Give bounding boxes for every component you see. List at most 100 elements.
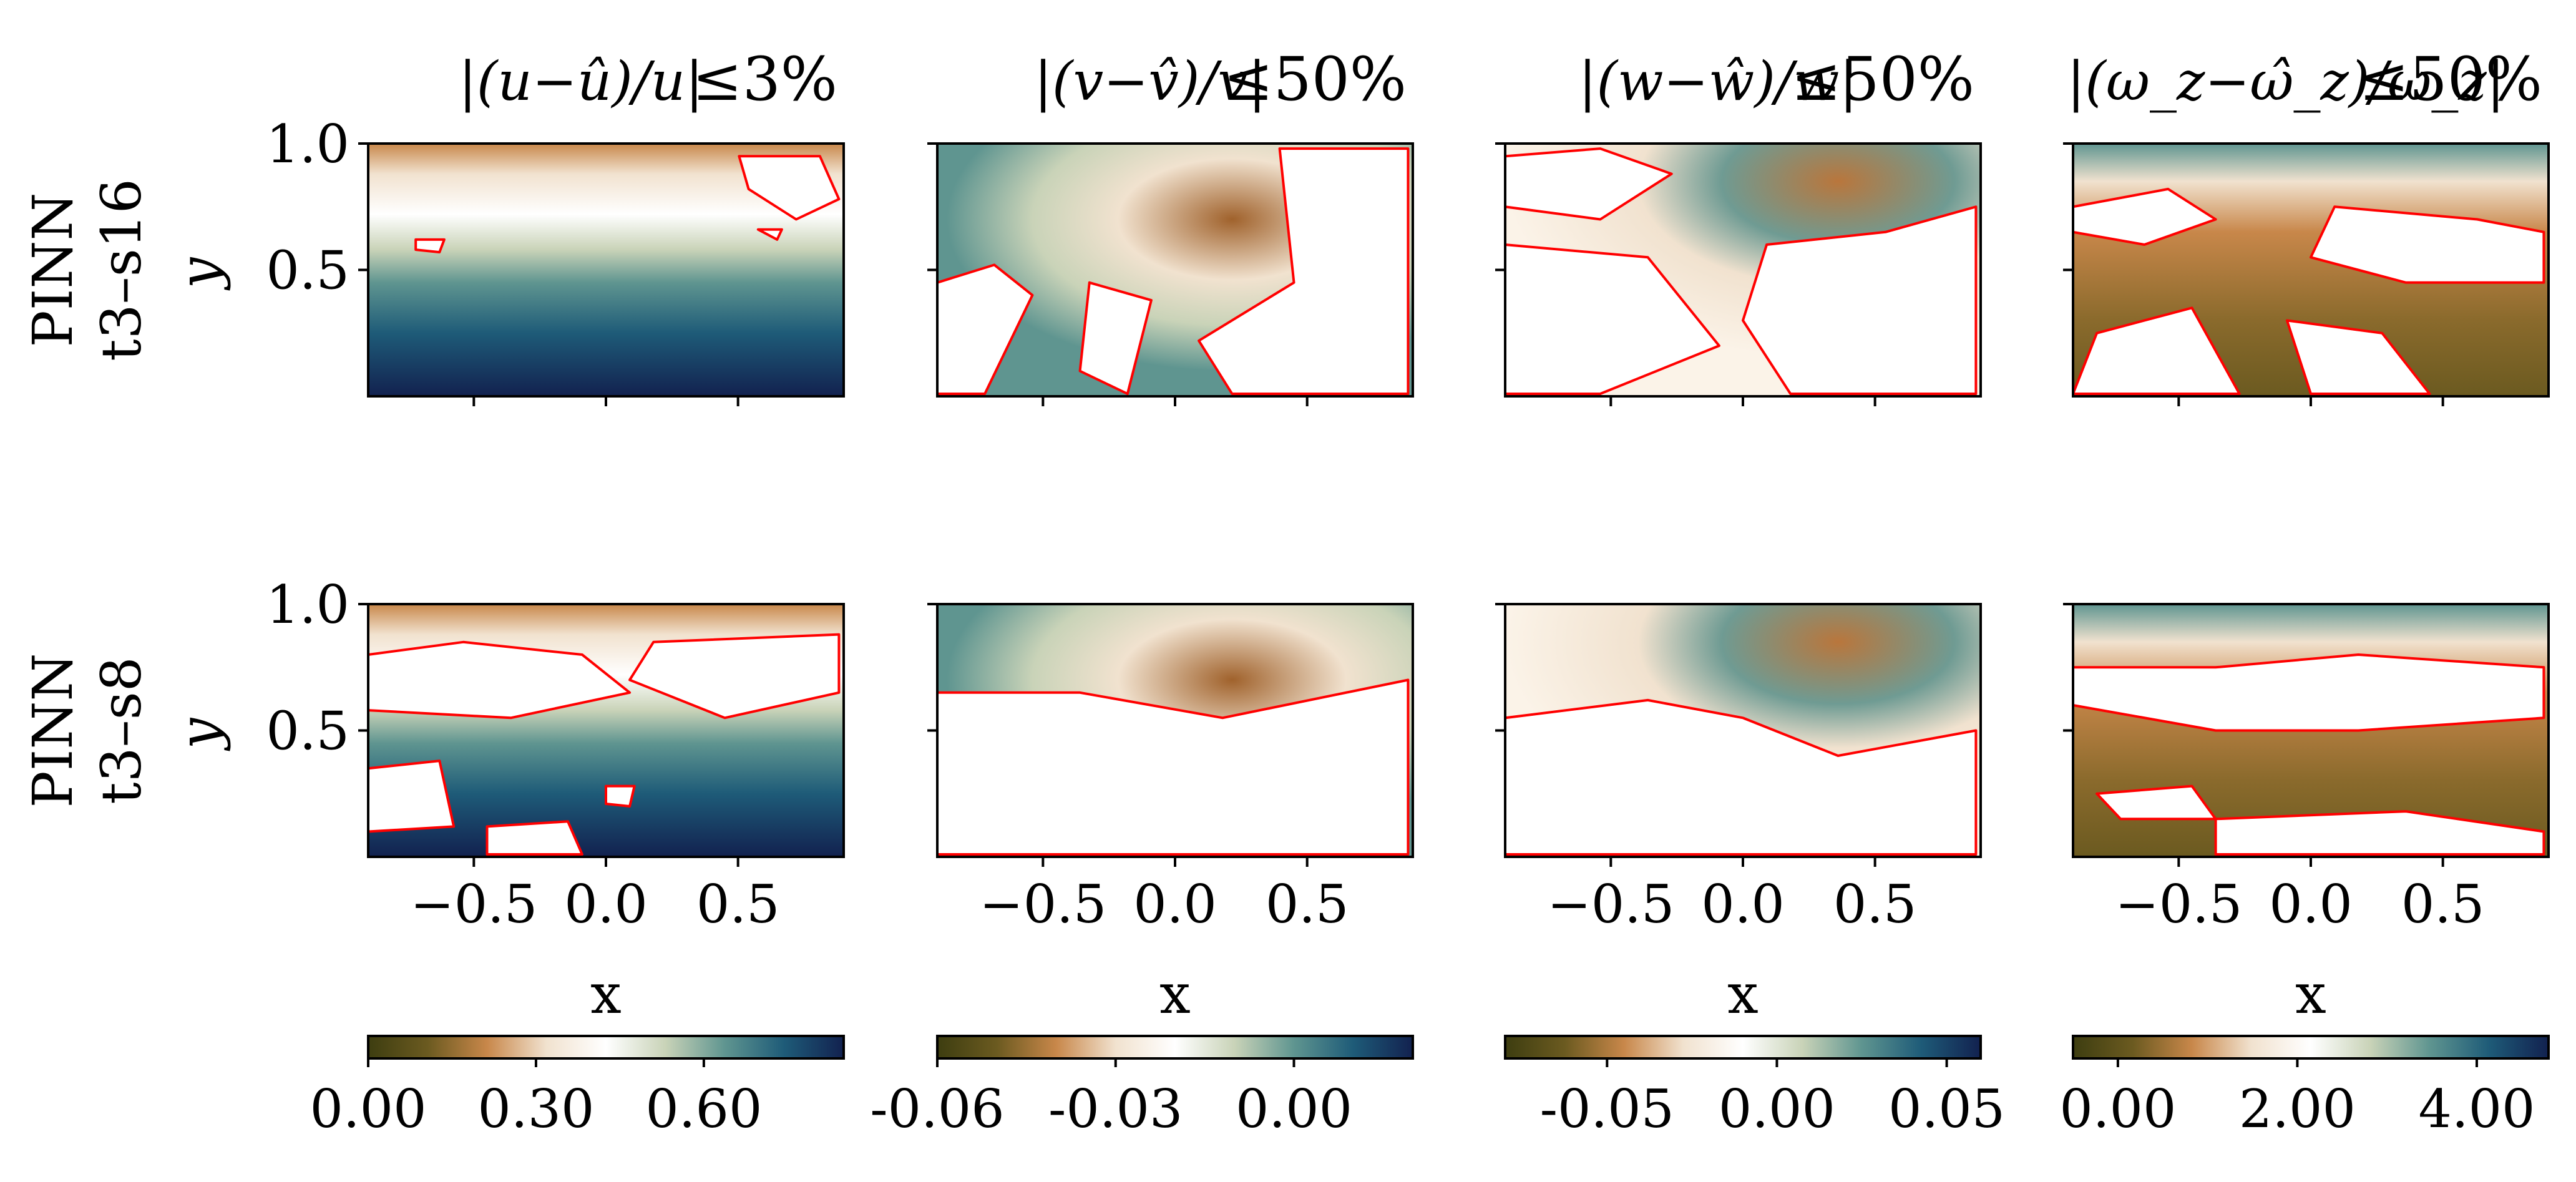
colorbar-tick-label: 0.00 (1719, 1078, 1835, 1140)
threshold-contour (937, 678, 1410, 856)
colorbar-frame (2072, 1035, 2550, 1060)
panel-r2-c3: −0.5 0.0 0.5 x (1495, 603, 1982, 1026)
colorbar-tick-label: -0.05 (1540, 1078, 1674, 1140)
x-tick-label: −0.5 (410, 874, 537, 935)
panel-r1-c1: 0.5 1.0 (266, 114, 845, 406)
heatmap-field (2073, 144, 2549, 396)
colorbar-gradient (937, 1036, 1413, 1058)
x-tick-label: 0.5 (2401, 874, 2485, 935)
x-tick-label: 0.5 (1266, 874, 1349, 935)
threshold-contour (368, 640, 632, 720)
threshold-contour (2285, 319, 2431, 395)
heatmap-field (2073, 604, 2549, 857)
column-title-threshold: ≤50% (2359, 44, 2542, 114)
threshold-contour (1505, 243, 1720, 395)
x-axis-label: x (1159, 962, 1191, 1026)
threshold-contour (738, 155, 841, 221)
colorbar-frame (1504, 1035, 1982, 1060)
colorbar-tick-label: -0.03 (1048, 1078, 1183, 1140)
threshold-contour (2310, 205, 2545, 284)
column-title-threshold: ≤50% (1791, 44, 1974, 114)
threshold-contour (1198, 147, 1410, 395)
colorbar-tick-label: -0.06 (870, 1078, 1004, 1140)
row-label-line1: PINN (21, 653, 85, 808)
heatmap-field (937, 604, 1413, 857)
row-label-1: PINN t3–s16 (21, 178, 154, 361)
x-axis-label: x (590, 962, 622, 1026)
y-tick-label: 0.5 (266, 240, 349, 301)
panel-r2-c4: −0.5 0.0 0.5 x (2063, 603, 2550, 1026)
y-tick-label: 0.5 (266, 701, 349, 762)
colorbar-1: 0.00 0.30 0.60 (310, 1035, 845, 1140)
colorbar-4: 0.00 2.00 4.00 (2059, 1035, 2550, 1140)
colorbar-3: -0.05 0.00 0.05 (1504, 1035, 2005, 1140)
column-title-expression: |(u−û)/u| (459, 51, 703, 113)
panel-r1-c2 (927, 142, 1414, 406)
threshold-contour (2073, 187, 2217, 246)
x-tick-label: 0.0 (2269, 874, 2353, 935)
x-tick-label: −0.5 (2115, 874, 2242, 935)
x-tick-label: 0.0 (564, 874, 648, 935)
colorbar-tick-label: 2.00 (2239, 1078, 2356, 1140)
heatmap-field (368, 144, 844, 396)
y-axis-label: y (167, 256, 232, 291)
x-axis-label: x (2295, 962, 2326, 1026)
threshold-contour (485, 820, 583, 856)
colorbar-gradient (368, 1036, 844, 1058)
column-title-expression: |(ω_z−ω̂_z)/ω_z| (2067, 51, 2504, 113)
threshold-contour (937, 263, 1034, 395)
column-title-1: |(u−û)/u|≤3% (459, 44, 837, 114)
y-axis-label: y (167, 717, 232, 751)
threshold-contour (1505, 147, 1673, 221)
threshold-contour (2073, 306, 2241, 395)
row-label-line1: PINN (21, 193, 85, 348)
threshold-contour (756, 228, 783, 241)
threshold-contour (414, 238, 446, 254)
x-tick-label: 0.5 (696, 874, 780, 935)
colorbar-tick-label: 0.30 (477, 1078, 594, 1140)
threshold-contour (628, 633, 841, 720)
y-tick-label: 1.0 (266, 114, 349, 175)
threshold-contour (368, 760, 456, 833)
x-tick-label: 0.0 (1133, 874, 1217, 935)
threshold-contour (2073, 653, 2545, 732)
row-label-line2: t3–s8 (89, 657, 154, 804)
threshold-contour (1505, 698, 1978, 856)
colorbar-tick-label: 0.00 (2059, 1078, 2176, 1140)
colorbar-tick-label: 0.60 (645, 1078, 762, 1140)
colorbar-tick-label: 0.05 (1888, 1078, 2005, 1140)
panel-r1-c3 (1495, 142, 1982, 406)
x-tick-label: −0.5 (1547, 874, 1674, 935)
column-title-expression: |(w−ŵ)/w| (1579, 51, 1858, 113)
column-title-expression: |(v−v̂)/v| (1034, 51, 1266, 113)
colorbar-2: -0.06 -0.03 0.00 (870, 1035, 1414, 1140)
column-title-2: |(v−v̂)/v|≤50% (1034, 44, 1407, 114)
x-tick-label: 0.5 (1833, 874, 1917, 935)
colorbar-gradient (1505, 1036, 1981, 1058)
threshold-contour (605, 784, 636, 808)
row-label-line2: t3–s16 (89, 178, 154, 361)
panel-r2-c1: −0.5 0.0 0.5 0.5 1.0 x (266, 574, 845, 1026)
heatmap-field (368, 604, 844, 857)
colorbar-tick-label: 4.00 (2418, 1078, 2535, 1140)
x-tick-label: −0.5 (979, 874, 1106, 935)
threshold-contour (1742, 205, 1978, 395)
colorbar-frame (936, 1035, 1414, 1060)
x-tick-label: 0.0 (1701, 874, 1785, 935)
colorbar-tick-label: 0.00 (1236, 1078, 1352, 1140)
column-title-threshold: ≤50% (1223, 44, 1407, 114)
colorbar-tick-label: 0.00 (310, 1078, 426, 1140)
x-axis-label: x (1727, 962, 1759, 1026)
panel-r2-c2: −0.5 0.0 0.5 x (927, 603, 1414, 1026)
row-label-2: PINN t3–s8 (21, 653, 154, 808)
heatmap-field (1505, 604, 1981, 857)
colorbar-frame (367, 1035, 845, 1060)
colorbar-gradient (2073, 1036, 2549, 1058)
column-title-4: |(ω_z−ω̂_z)/ω_z|≤50% (2067, 44, 2542, 114)
column-title-threshold: ≤3% (692, 44, 837, 114)
heatmap-field (1505, 144, 1981, 396)
threshold-contour (1078, 281, 1153, 395)
panel-r1-c4 (2063, 142, 2550, 406)
threshold-contour (2214, 810, 2545, 856)
